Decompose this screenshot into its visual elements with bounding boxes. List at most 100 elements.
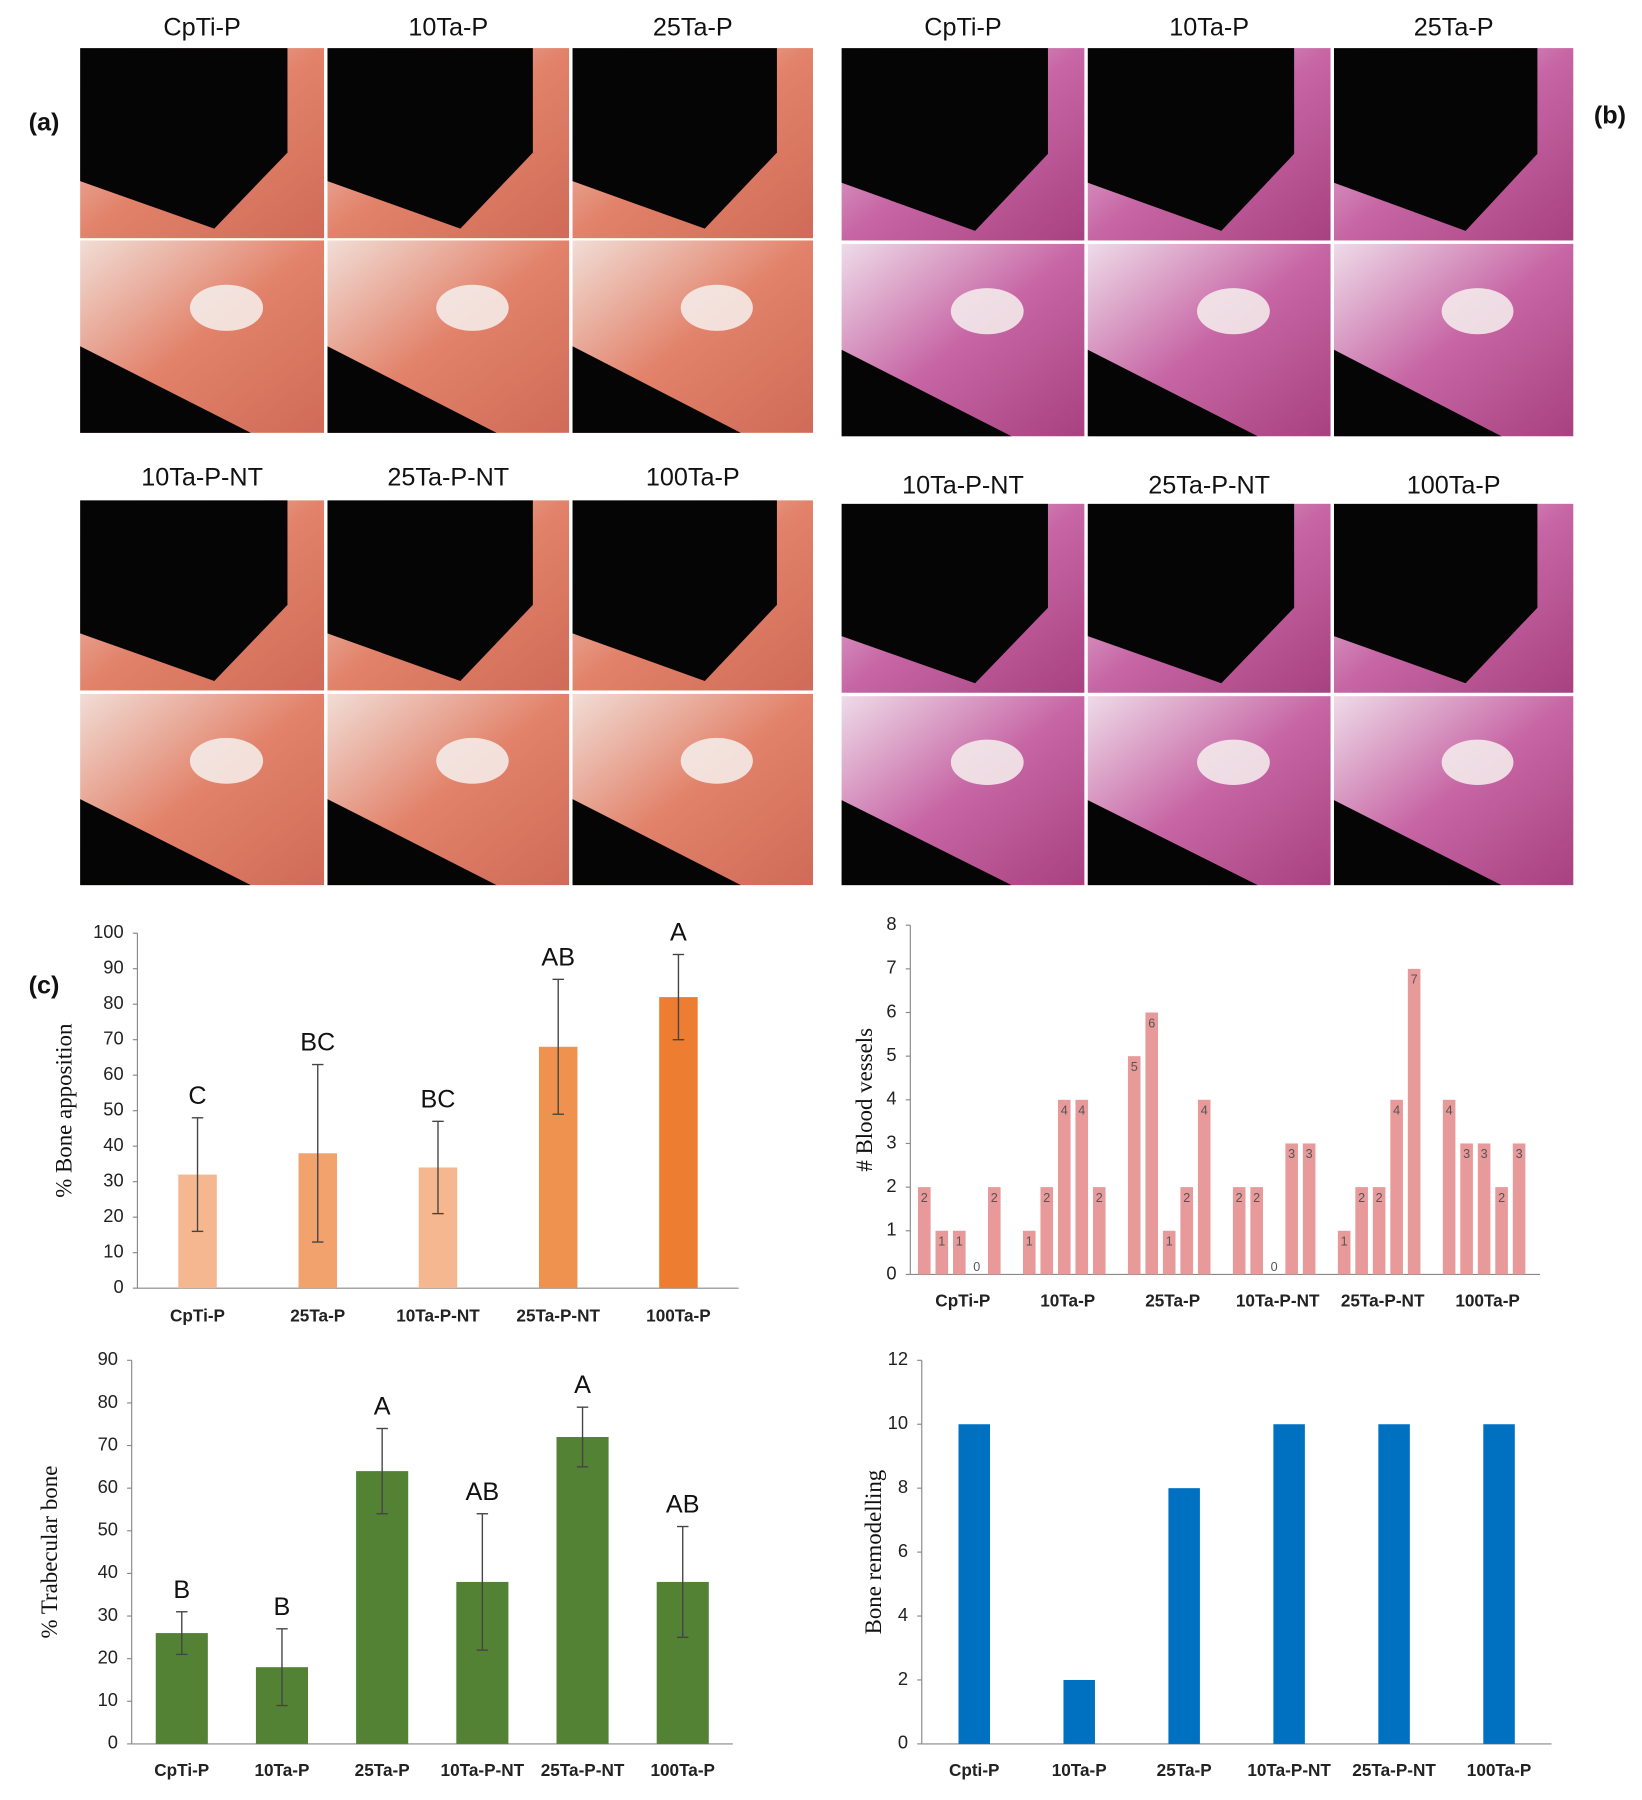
y-tick-label: 10	[98, 1689, 118, 1710]
image-title: 10Ta-P-NT	[141, 463, 263, 491]
significance-label: B	[274, 1593, 291, 1621]
implant	[80, 48, 288, 229]
bar	[1302, 1143, 1316, 1275]
tissue	[950, 288, 1024, 335]
bar	[1022, 1230, 1036, 1275]
y-tick-label: 40	[98, 1561, 118, 1582]
bar	[987, 1187, 1001, 1275]
implant	[327, 799, 497, 886]
data-label: 3	[1288, 1147, 1295, 1161]
tissue	[1441, 739, 1514, 785]
bar	[952, 1230, 966, 1275]
x-tick-label: CpTi-P	[154, 1760, 209, 1780]
bar	[1197, 1099, 1211, 1275]
bar	[1512, 1143, 1526, 1275]
significance-label: A	[670, 919, 687, 947]
bar	[556, 1437, 609, 1744]
y-tick-label: 20	[98, 1646, 118, 1667]
bar	[1092, 1187, 1106, 1275]
y-tick-label: 0	[898, 1732, 908, 1753]
bar	[935, 1230, 949, 1275]
data-label: 1	[1341, 1235, 1348, 1249]
implant	[327, 346, 497, 433]
data-label: 4	[1393, 1104, 1400, 1118]
data-label: 2	[1236, 1191, 1243, 1205]
y-tick-label: 10	[103, 1241, 123, 1262]
tissue	[189, 284, 264, 331]
data-label: 1	[938, 1235, 945, 1249]
x-tick-label: 10Ta-P	[1052, 1760, 1107, 1780]
y-tick-label: 0	[886, 1262, 896, 1283]
y-tick-label: 6	[886, 1000, 896, 1021]
data-label: 3	[1306, 1147, 1313, 1161]
x-tick-label: 10Ta-P-NT	[1247, 1760, 1331, 1780]
bar	[958, 1424, 990, 1744]
y-tick-label: 80	[98, 1391, 118, 1412]
data-label: 6	[1148, 1016, 1155, 1030]
y-tick-label: 30	[98, 1604, 118, 1625]
y-tick-label: 70	[103, 1028, 123, 1049]
y-tick-label: 90	[98, 1348, 118, 1369]
tissue	[680, 737, 753, 784]
x-tick-label: 100Ta-P	[1455, 1290, 1520, 1310]
y-tick-label: 20	[103, 1205, 123, 1226]
bar	[1355, 1187, 1368, 1275]
image-title: 10Ta-P	[408, 13, 488, 41]
tissue	[950, 739, 1024, 785]
y-tick-label: 5	[886, 1044, 896, 1065]
data-label: 2	[1253, 1191, 1260, 1205]
bar	[1483, 1424, 1515, 1744]
data-label: 0	[1271, 1260, 1278, 1274]
y-tick-label: 60	[98, 1476, 118, 1497]
tissue	[1197, 739, 1270, 785]
y-tick-label: 40	[103, 1134, 123, 1155]
data-label: 2	[1358, 1191, 1365, 1205]
panel-label: (a)	[29, 108, 60, 136]
implant	[572, 799, 741, 886]
significance-label: AB	[666, 1491, 700, 1519]
implant	[1087, 800, 1258, 886]
data-label: 4	[1061, 1104, 1068, 1118]
bar	[1063, 1679, 1095, 1744]
y-tick-label: 0	[113, 1276, 123, 1297]
y-tick-label: 12	[888, 1348, 908, 1369]
image-title: 25Ta-P-NT	[387, 463, 509, 491]
y-tick-label: 4	[886, 1088, 896, 1109]
bar	[1273, 1424, 1305, 1744]
x-tick-label: 25Ta-P	[1145, 1290, 1200, 1310]
implant	[80, 346, 251, 433]
image-title: 10Ta-P-NT	[902, 471, 1024, 499]
tissue	[436, 284, 509, 331]
y-axis-title: % Trabecular bone	[37, 1466, 62, 1639]
implant	[80, 799, 251, 886]
data-label: 4	[1201, 1104, 1208, 1118]
image-title: CpTi-P	[163, 13, 240, 41]
data-label: 3	[1516, 1147, 1523, 1161]
bar	[1168, 1488, 1200, 1744]
bar	[918, 1187, 931, 1275]
y-tick-label: 50	[98, 1519, 118, 1540]
tissue	[1197, 288, 1270, 335]
x-tick-label: 25Ta-P	[1157, 1760, 1212, 1780]
data-label: 1	[956, 1235, 963, 1249]
y-tick-label: 6	[898, 1540, 908, 1561]
bar	[1477, 1143, 1491, 1275]
y-tick-label: 70	[98, 1433, 118, 1454]
implant	[80, 500, 288, 681]
image-title: 25Ta-P	[653, 13, 733, 41]
y-axis-title: Bone remodelling	[861, 1469, 886, 1634]
image-title: 100Ta-P	[1407, 471, 1501, 499]
significance-label: AB	[466, 1478, 500, 1506]
data-label: 4	[1446, 1104, 1453, 1118]
y-tick-label: 90	[103, 957, 123, 978]
significance-label: AB	[541, 943, 575, 971]
implant	[572, 48, 777, 229]
y-axis-title: % Bone apposition	[52, 1023, 77, 1198]
data-label: 2	[921, 1191, 928, 1205]
bar	[1250, 1187, 1263, 1275]
x-tick-label: CpTi-P	[170, 1305, 225, 1325]
bar	[1127, 1056, 1141, 1275]
data-label: 2	[1043, 1191, 1050, 1205]
data-label: 5	[1131, 1060, 1138, 1074]
